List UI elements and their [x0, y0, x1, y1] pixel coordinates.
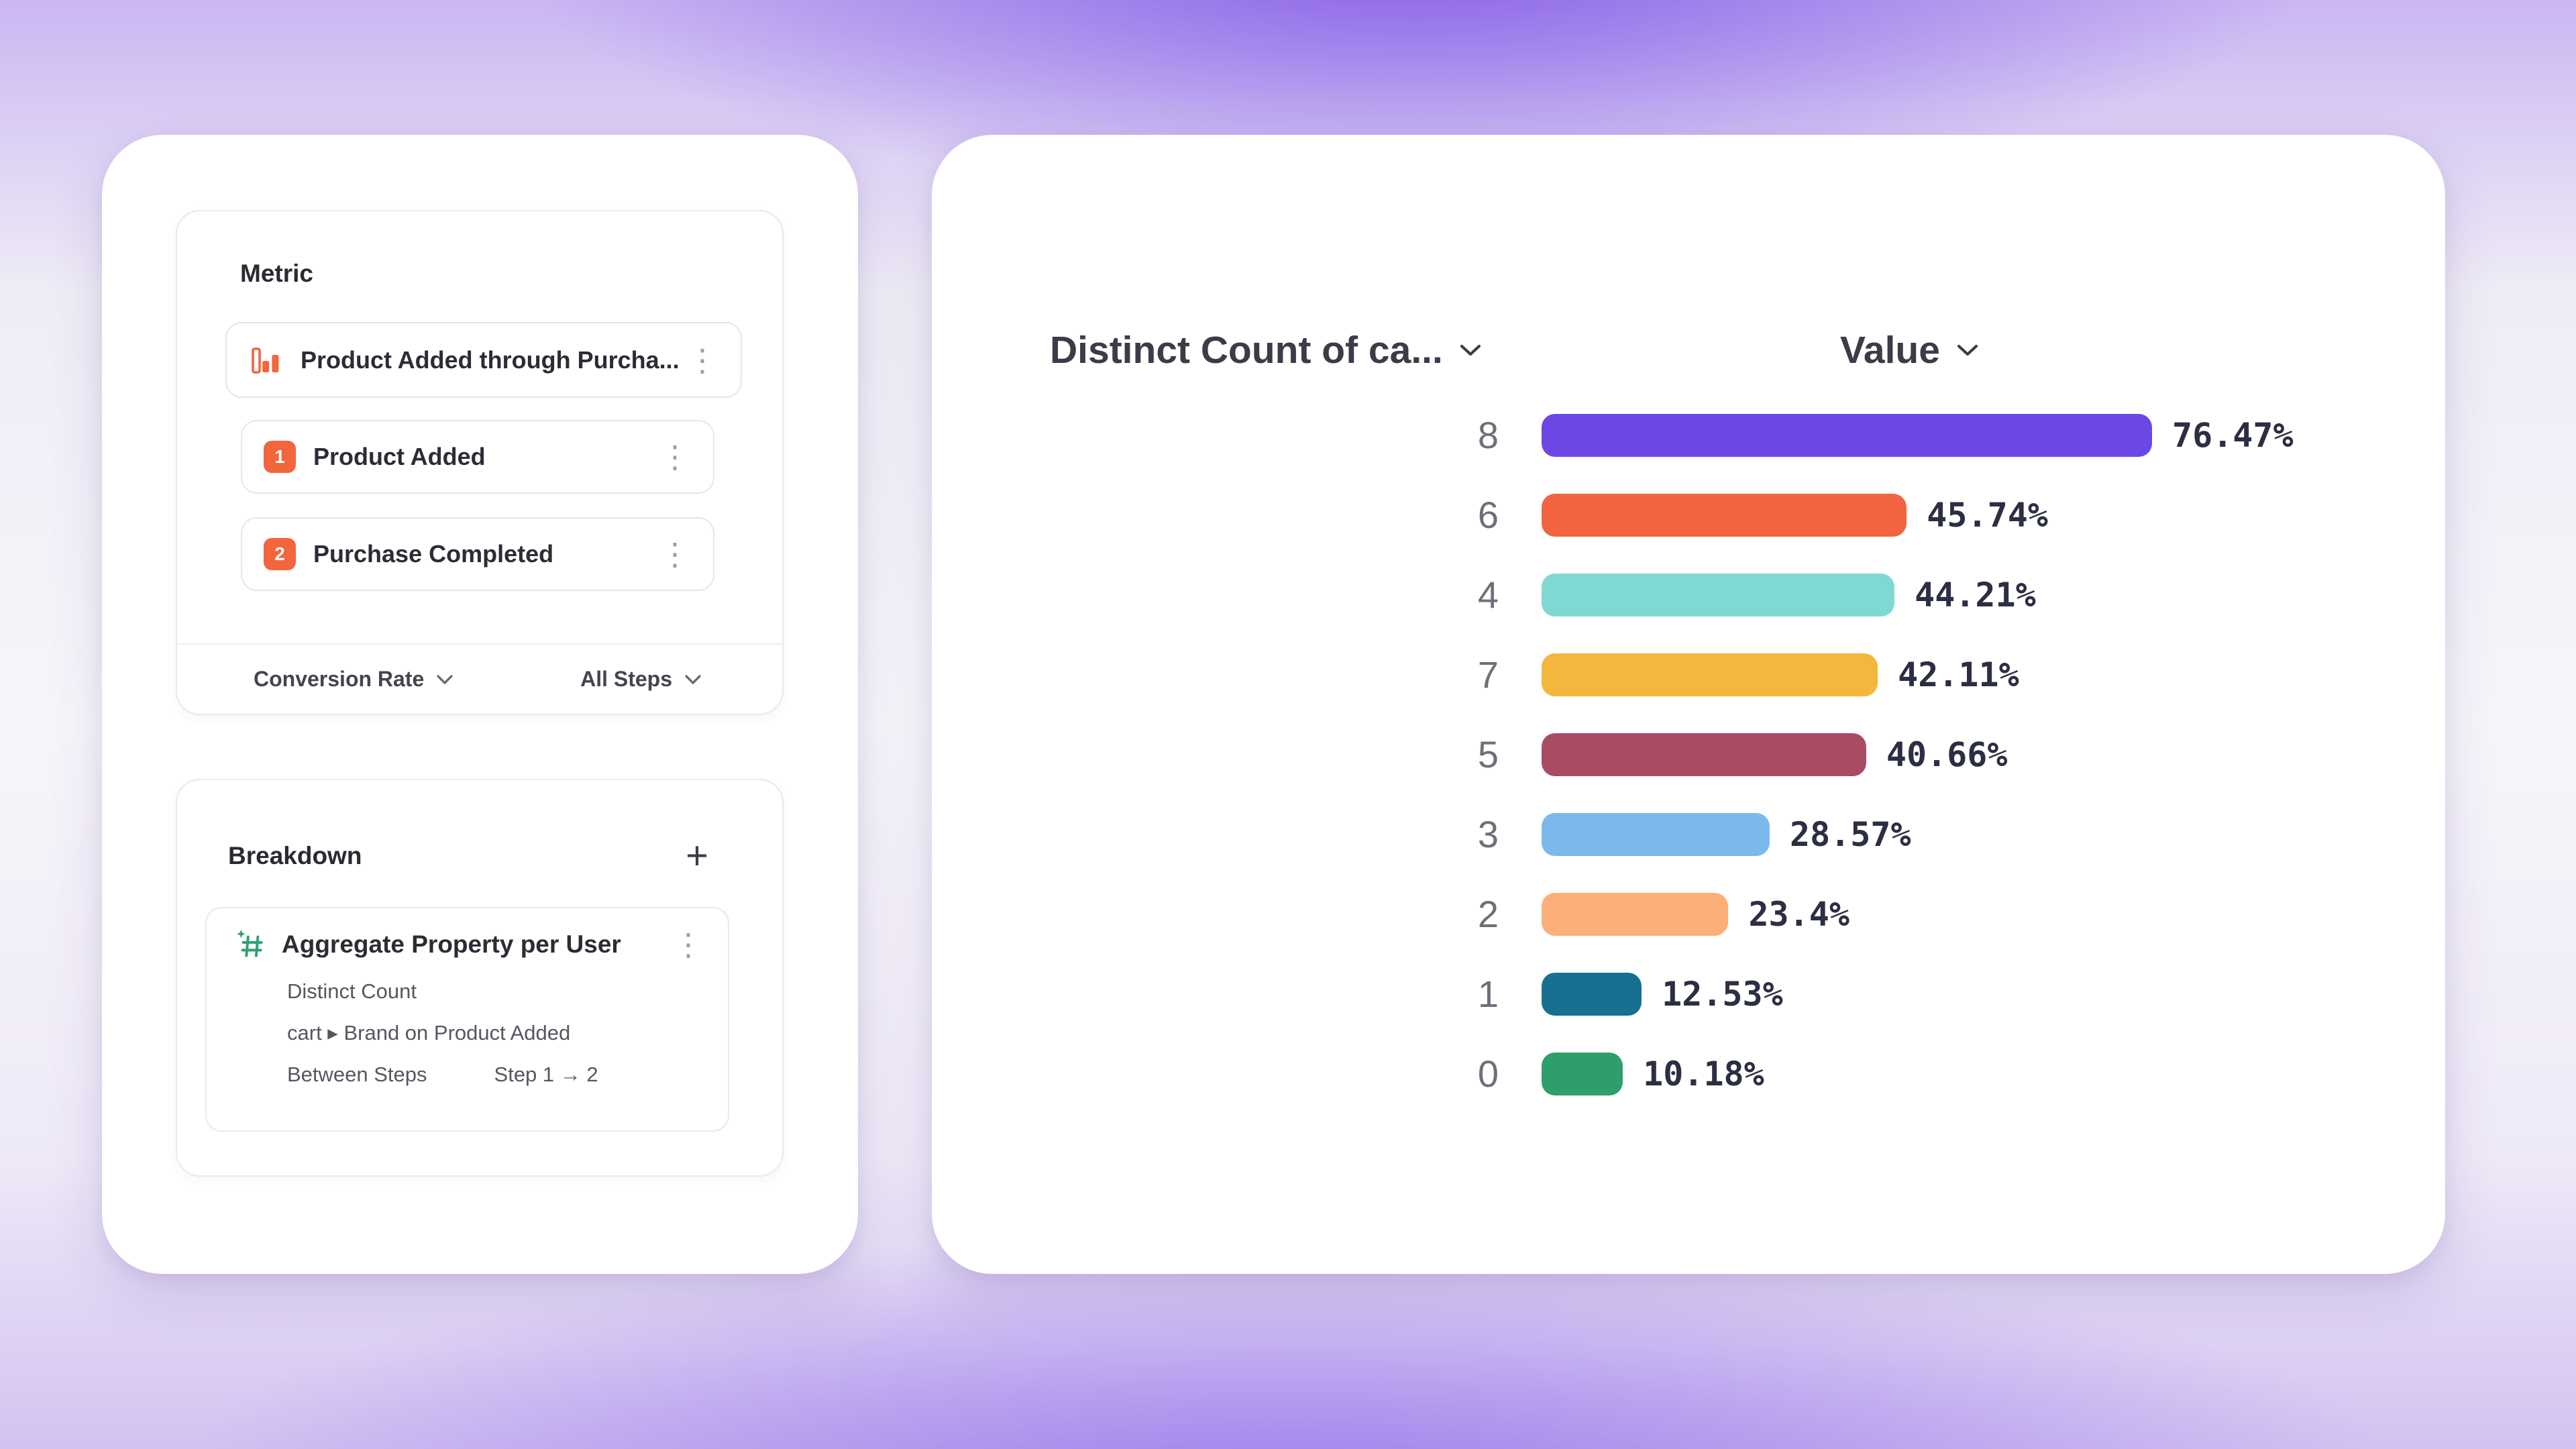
kebab-menu-icon[interactable]: ⋮: [659, 439, 690, 474]
bar-segment-3[interactable]: [1542, 812, 1770, 856]
category-label: 3: [1477, 813, 1499, 855]
all-steps-label: All Steps: [580, 667, 672, 691]
distinct-count-column-header[interactable]: Distinct Count of ca...: [1050, 328, 1482, 372]
conversion-rate-dropdown[interactable]: Conversion Rate: [254, 667, 453, 692]
value-label: 42.11%: [1898, 655, 2019, 694]
chevron-down-icon: [1957, 344, 1978, 356]
step-range-label: Step 1 → 2: [494, 1063, 598, 1086]
breakdown-title: Breakdown: [228, 842, 362, 869]
funnel-chart-icon: [248, 343, 283, 378]
category-label: 1: [1477, 973, 1499, 1015]
breakdown-header: Breakdown +: [228, 837, 708, 875]
value-label: 12.53%: [1662, 974, 1783, 1014]
chart-row: 8 76.47%: [932, 395, 2445, 475]
category-label: 4: [1477, 574, 1499, 616]
breakdown-property: cart ▸ Brand on Product Added: [287, 1021, 571, 1044]
kebab-menu-icon[interactable]: ⋮: [673, 927, 704, 962]
value-label: 23.4%: [1748, 894, 1849, 934]
step-2-badge: 2: [264, 538, 296, 570]
value-label: 40.66%: [1886, 735, 2008, 774]
bar-segment-4[interactable]: [1542, 573, 1895, 616]
bar-segment-7[interactable]: [1542, 653, 1878, 696]
bar-segment-1[interactable]: [1542, 972, 1642, 1016]
metric-event-row[interactable]: Product Added through Purcha... ⋮: [225, 322, 742, 398]
step-2-label: Purchase Completed: [313, 540, 554, 568]
distinct-count-header-label: Distinct Count of ca...: [1050, 329, 1443, 372]
kebab-menu-icon[interactable]: ⋮: [687, 342, 718, 378]
metric-event-label: Product Added through Purcha...: [301, 345, 680, 374]
breakdown-panel: Breakdown + Aggregate Property per User …: [176, 779, 784, 1177]
value-label: 44.21%: [1915, 575, 2036, 614]
metric-title: Metric: [240, 260, 313, 287]
chart-row: 1 12.53%: [932, 954, 2445, 1034]
value-label: 28.57%: [1789, 814, 1911, 854]
chart-row: 7 42.11%: [932, 635, 2445, 714]
metric-footer: Conversion Rate All Steps: [177, 643, 782, 714]
funnel-step-2[interactable]: 2 Purchase Completed ⋮: [241, 517, 714, 591]
chart-row: 0 10.18%: [932, 1034, 2445, 1114]
bar-segment-5[interactable]: [1542, 733, 1866, 776]
add-breakdown-button[interactable]: +: [686, 834, 708, 877]
chart-row: 4 44.21%: [932, 555, 2445, 635]
category-label: 2: [1477, 893, 1499, 935]
breakdown-item-label: Aggregate Property per User: [282, 930, 621, 958]
chart-column-headers: Distinct Count of ca... Value: [932, 328, 2445, 382]
metric-panel: Metric Product Added through Purcha... ⋮…: [176, 210, 784, 715]
category-label: 0: [1477, 1053, 1499, 1095]
chart-row: 3 28.57%: [932, 794, 2445, 874]
category-label: 8: [1477, 414, 1499, 456]
value-label: 45.74%: [1927, 495, 2048, 535]
chevron-down-icon: [685, 674, 701, 684]
chart-row: 2 23.4%: [932, 874, 2445, 954]
chart-row: 6 45.74%: [932, 475, 2445, 555]
bar-segment-6[interactable]: [1542, 493, 1907, 537]
breakdown-item[interactable]: Aggregate Property per User ⋮ Distinct C…: [205, 907, 729, 1132]
aggregate-property-icon: [233, 927, 268, 962]
value-label: 10.18%: [1643, 1054, 1764, 1093]
chevron-down-icon: [1460, 344, 1481, 356]
bar-segment-2[interactable]: [1542, 892, 1729, 936]
query-panel-card: Metric Product Added through Purcha... ⋮…: [102, 135, 858, 1274]
kebab-menu-icon[interactable]: ⋮: [659, 537, 690, 572]
category-label: 6: [1477, 494, 1499, 536]
value-label: 76.47%: [2171, 415, 2294, 455]
conversion-rate-label: Conversion Rate: [254, 667, 425, 691]
breakdown-item-head: Aggregate Property per User ⋮: [233, 927, 708, 962]
funnel-step-1[interactable]: 1 Product Added ⋮: [241, 420, 714, 494]
breakdown-between-steps: Between Steps Step 1 → 2: [287, 1063, 708, 1087]
chart-card: Distinct Count of ca... Value 8 76.47% 6 45…: [932, 135, 2445, 1274]
chevron-down-icon: [437, 674, 453, 684]
category-label: 7: [1477, 653, 1499, 696]
chart-row: 5 40.66%: [932, 714, 2445, 794]
value-header-label: Value: [1840, 329, 1940, 372]
breakdown-aggregation: Distinct Count: [287, 979, 417, 1003]
bar-segment-0[interactable]: [1542, 1052, 1623, 1095]
all-steps-dropdown[interactable]: All Steps: [580, 667, 702, 692]
category-label: 5: [1477, 733, 1499, 775]
between-steps-label: Between Steps: [287, 1063, 427, 1086]
step-1-label: Product Added: [313, 443, 486, 470]
bar-segment-8[interactable]: [1542, 413, 2152, 457]
step-1-badge: 1: [264, 441, 296, 473]
value-column-header[interactable]: Value: [1840, 328, 1979, 372]
horizontal-bar-chart: 8 76.47% 6 45.74% 4 44.21% 7 42.11% 5 40.66% 3 28.5…: [932, 395, 2445, 1114]
